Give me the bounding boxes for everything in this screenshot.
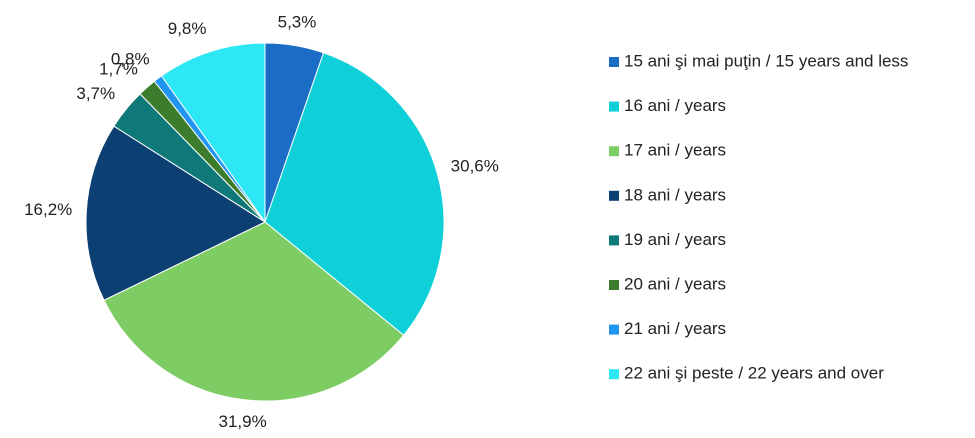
legend-marker xyxy=(609,369,619,380)
data-label: 30,6% xyxy=(451,156,499,175)
legend-label: 16 ani / years xyxy=(624,96,726,115)
legend-marker xyxy=(609,280,619,290)
legend-marker xyxy=(609,324,619,335)
pie-slice xyxy=(264,52,445,336)
data-label: 16,2% xyxy=(24,200,72,219)
legend-marker xyxy=(609,101,619,112)
pie-slice xyxy=(85,125,267,301)
pie-slice xyxy=(103,221,405,402)
legend-label: 20 ani / years xyxy=(624,274,726,293)
pie-slice xyxy=(160,42,266,224)
legend-label: 18 ani / years xyxy=(624,185,726,204)
legend-marker xyxy=(609,235,619,246)
legend-marker xyxy=(609,146,619,157)
legend-label: 15 ani şi mai puţin / 15 years and less xyxy=(624,51,908,70)
legend-marker xyxy=(609,57,619,67)
legend-label: 19 ani / years xyxy=(624,230,726,249)
legend-label: 17 ani / years xyxy=(624,141,726,160)
data-label: 1,7% xyxy=(99,60,138,79)
data-label: 5,3% xyxy=(278,12,317,31)
data-label: 3,7% xyxy=(76,84,115,103)
data-label: 31,9% xyxy=(219,412,267,431)
data-label: 9,8% xyxy=(168,19,207,38)
data-label: 0,8% xyxy=(111,50,150,69)
legend-label: 21 ani / years xyxy=(624,319,726,338)
legend-label: 22 ani şi peste / 22 years and over xyxy=(624,364,884,383)
legend-marker xyxy=(609,190,619,201)
